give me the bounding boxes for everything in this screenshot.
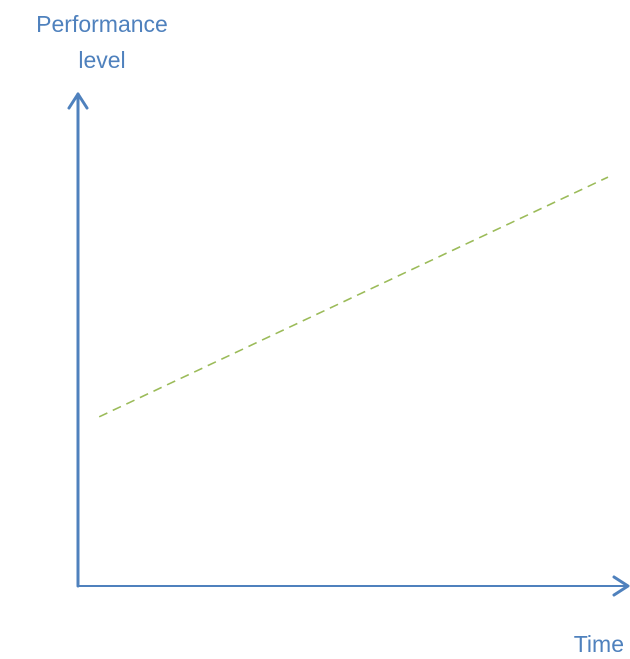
x-axis-arrowhead [612,575,630,597]
x-axis-label: Time [573,631,624,657]
y-axis-label-line-1: Performance [36,11,168,37]
y-axis-arrowhead [67,92,89,110]
series-layer [98,176,609,418]
series-line-1 [98,176,609,418]
y-axis-label-line-2: level [78,47,126,73]
y-axis-label: Performance level [0,6,204,78]
